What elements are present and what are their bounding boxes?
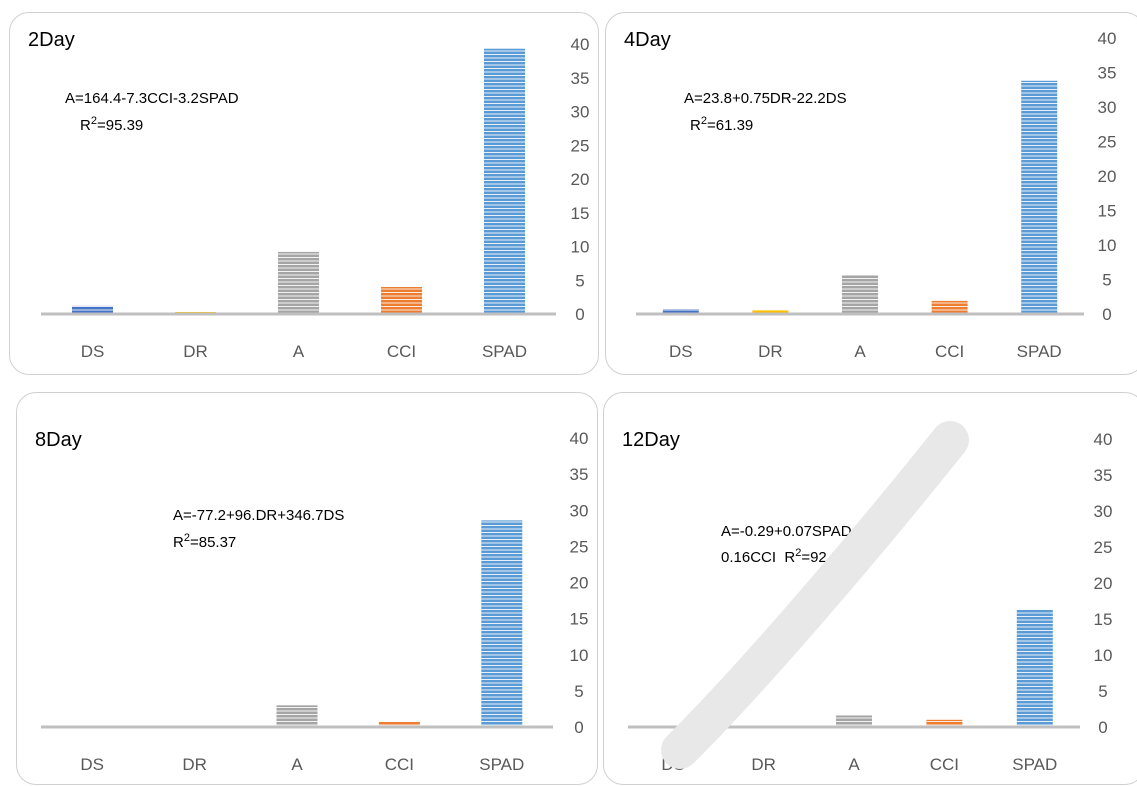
bar-spad <box>1016 609 1053 727</box>
chart-title: 8Day <box>35 429 82 451</box>
chart-title: 4Day <box>624 29 671 51</box>
y-tick-label: 30 <box>571 103 590 122</box>
r-value: =85.37 <box>189 534 237 551</box>
r-squared-line: R2=85.37 <box>173 533 344 553</box>
x-tick-label: DR <box>183 342 208 361</box>
bar-chart-4day: 0 5 10 15 20 25 30 35 40 DS DR A CCI SPAD <box>636 29 1117 361</box>
y-tick-label: 25 <box>1098 133 1117 152</box>
x-tick-label: CCI <box>935 342 964 361</box>
y-tick-label: 15 <box>1094 610 1113 629</box>
x-tick-label: CCI <box>385 755 414 774</box>
y-tick-label: 25 <box>571 136 590 155</box>
y-tick-label: 40 <box>1094 430 1113 449</box>
y-tick-label: 0 <box>575 305 584 324</box>
x-tick-label: SPAD <box>479 755 524 774</box>
x-tick-label: SPAD <box>1017 342 1062 361</box>
y-tick-label: 15 <box>571 204 590 223</box>
x-tick-label: DS <box>80 755 104 774</box>
x-tick-label: A <box>293 342 305 361</box>
y-tick-label: 20 <box>571 170 590 189</box>
y-tick-label: 15 <box>570 610 589 629</box>
y-tick-label: 35 <box>1094 466 1113 485</box>
equation-line: A=23.8+0.75DR-22.2DS <box>684 90 847 107</box>
y-tick-label: 10 <box>570 646 589 665</box>
y-tick-label: 40 <box>571 35 590 54</box>
y-tick-label: 20 <box>570 574 589 593</box>
y-tick-label: 5 <box>574 682 583 701</box>
y-tick-label: 30 <box>1098 98 1117 117</box>
y-tick-label: 0 <box>1098 718 1107 737</box>
bar-chart-2day: 0 5 10 15 20 25 30 35 40 DS DR A CCI SPAD <box>41 35 590 361</box>
bar-spad <box>1021 80 1058 314</box>
x-tick-label: SPAD <box>482 342 527 361</box>
y-tick-label: 30 <box>1094 502 1113 521</box>
regression-equation: A=164.4-7.3CCI-3.2SPAD R2=95.39 <box>65 89 239 136</box>
bar-a <box>836 715 872 727</box>
chart-panel-2day: 2Day A=164.4-7.3CCI-3.2SPAD R2=95.39 0 5 1… <box>9 12 599 375</box>
y-tick-label: 35 <box>570 465 589 484</box>
bar-spad <box>484 48 525 314</box>
r-value: =61.39 <box>706 117 754 134</box>
x-tick-label: DS <box>661 755 685 774</box>
x-tick-label: DS <box>81 342 105 361</box>
x-tick-label: A <box>848 755 860 774</box>
r-label: R <box>173 534 184 551</box>
x-tick-label: DR <box>751 755 776 774</box>
y-tick-label: 30 <box>570 501 589 520</box>
bar-cci <box>378 721 420 727</box>
x-tick-label: CCI <box>387 342 416 361</box>
r-superscript: 2 <box>183 532 190 544</box>
x-tick-label: A <box>291 755 303 774</box>
y-tick-label: 10 <box>1094 646 1113 665</box>
chart-panel-12day: 12Day A=-0.29+0.07SPAD- 0.16CCI R2=92.84… <box>603 392 1137 785</box>
bar-spad <box>481 520 523 727</box>
x-tick-label: A <box>854 342 866 361</box>
equation-line: A=164.4-7.3CCI-3.2SPAD <box>65 90 239 107</box>
chart-panel-4day: 4Day A=23.8+0.75DR-22.2DS R2=61.39 0 5 10 1… <box>605 12 1137 375</box>
chart-panel-8day: 8Day A=-77.2+96.DR+346.7DS R2=85.37 0 5 10… <box>16 392 598 785</box>
r-label: R <box>80 117 91 134</box>
y-tick-label: 10 <box>571 238 590 257</box>
y-tick-label: 5 <box>1098 682 1107 701</box>
x-tick-label: SPAD <box>1012 755 1057 774</box>
y-tick-label: 20 <box>1094 574 1113 593</box>
bar-ds <box>662 309 699 314</box>
r-label: R <box>690 117 701 134</box>
r-value: =95.39 <box>96 117 144 134</box>
x-tick-label: DS <box>669 342 693 361</box>
y-tick-label: 15 <box>1098 202 1117 221</box>
r-squared-line: R2=61.39 <box>684 116 847 136</box>
chart-title: 2Day <box>28 29 75 51</box>
bar-dr <box>752 309 789 314</box>
y-tick-label: 35 <box>571 69 590 88</box>
y-tick-label: 35 <box>1098 64 1117 83</box>
r-superscript: 2 <box>700 115 707 127</box>
y-tick-label: 5 <box>575 271 584 290</box>
bar-chart-12day: 0 5 10 15 20 25 30 35 40 DS DR A CCI SPAD <box>628 430 1113 774</box>
y-tick-label: 20 <box>1098 167 1117 186</box>
bar-a <box>278 251 319 314</box>
regression-equation: A=-77.2+96.DR+346.7DS R2=85.37 <box>173 506 344 553</box>
x-tick-label: CCI <box>930 755 959 774</box>
regression-equation: A=23.8+0.75DR-22.2DS R2=61.39 <box>684 89 847 136</box>
x-tick-label: DR <box>182 755 207 774</box>
r-superscript: 2 <box>90 115 97 127</box>
equation-line: A=-77.2+96.DR+346.7DS <box>173 507 345 524</box>
x-tick-label: DR <box>758 342 783 361</box>
y-tick-label: 25 <box>570 537 589 556</box>
y-tick-label: 40 <box>1098 29 1117 48</box>
bar-cci <box>931 300 968 314</box>
bar-cci <box>381 287 422 314</box>
y-tick-label: 0 <box>1102 305 1111 324</box>
bar-a <box>276 705 318 727</box>
bar-chart-8day: 0 5 10 15 20 25 30 35 40 DS DR A CCI SPAD <box>41 429 589 774</box>
y-tick-label: 40 <box>570 429 589 448</box>
r-squared-line: R2=95.39 <box>65 116 239 136</box>
y-tick-label: 0 <box>574 718 583 737</box>
y-tick-label: 25 <box>1094 538 1113 557</box>
y-tick-label: 10 <box>1098 236 1117 255</box>
bar-a <box>842 275 878 314</box>
bar-ds <box>72 305 113 314</box>
y-tick-label: 5 <box>1102 271 1111 290</box>
